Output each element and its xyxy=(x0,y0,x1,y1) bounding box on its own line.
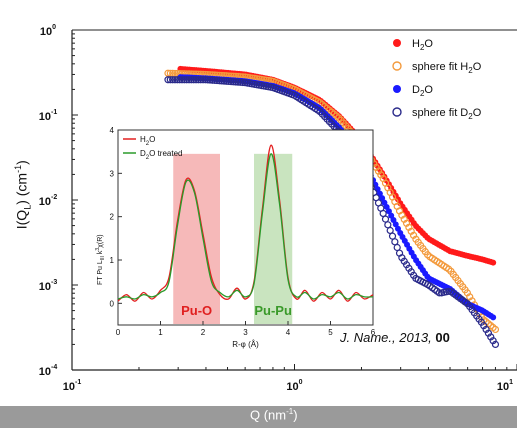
legend-marker xyxy=(392,107,402,117)
main-series-3 xyxy=(164,76,500,349)
legend-label: H2O xyxy=(412,38,433,52)
main-data-point xyxy=(176,76,184,84)
main-data-point xyxy=(220,77,228,85)
main-data-point xyxy=(379,195,386,202)
inset-x-tick-label: 6 xyxy=(371,328,376,337)
inset-y-tick-label: 3 xyxy=(110,169,115,178)
main-y-axis-label: I(QL) (cm-1) xyxy=(12,160,33,230)
inset-region-0 xyxy=(173,153,220,324)
inset-x-axis-label: R-φ (Å) xyxy=(232,340,259,349)
legend-marker xyxy=(392,61,402,71)
main-x-tick-label: 100 xyxy=(286,379,302,393)
main-data-point xyxy=(491,340,500,349)
inset-x-tick-label: 0 xyxy=(116,328,121,337)
main-data-point xyxy=(335,114,343,122)
main-data-point xyxy=(164,76,172,84)
legend-label: sphere fit H2O xyxy=(412,61,482,75)
inset-legend-label: D2O treated xyxy=(140,149,182,161)
inset-x-tick-label: 4 xyxy=(286,328,291,337)
main-data-point xyxy=(206,76,214,84)
inset-y-tick-label: 2 xyxy=(110,213,115,222)
bottom-caption-bar xyxy=(0,406,517,428)
main-data-point xyxy=(180,76,188,84)
main-data-point xyxy=(173,76,181,84)
main-data-point xyxy=(229,78,238,86)
inset-y-axis-label: FT Pu LIII k3χ(R) xyxy=(95,234,106,285)
main-y-tick-label: 10-4 xyxy=(39,364,58,378)
main-data-point xyxy=(169,76,177,84)
main-data-point xyxy=(232,78,240,86)
main-data-point xyxy=(236,78,245,86)
main-data-point xyxy=(208,76,217,84)
main-data-point xyxy=(490,259,497,266)
inset-series-0 xyxy=(117,144,374,302)
main-y-tick-label: 10-1 xyxy=(39,109,58,123)
inset-y-tick-label: 4 xyxy=(110,126,115,135)
main-data-point xyxy=(192,76,200,84)
main-data-point xyxy=(227,78,235,86)
main-data-point xyxy=(194,76,202,84)
legend-marker xyxy=(393,39,401,47)
main-data-point xyxy=(166,76,174,84)
legend-label: sphere fit D2O xyxy=(412,107,482,121)
legend-label: D2O xyxy=(412,84,433,98)
legend-marker xyxy=(393,85,401,93)
main-data-point xyxy=(199,76,207,84)
inset-x-tick-label: 3 xyxy=(243,328,248,337)
main-y-tick-label: 100 xyxy=(40,24,56,38)
main-data-point xyxy=(234,78,242,86)
main-x-tick-label: 101 xyxy=(497,379,513,393)
main-data-point xyxy=(211,76,219,84)
main-data-point xyxy=(187,76,195,84)
inset-y-tick-label: 0 xyxy=(110,299,115,308)
inset-y-tick-label: 1 xyxy=(110,256,115,265)
main-data-point xyxy=(178,76,186,84)
inset-series-1 xyxy=(117,153,374,300)
main-data-point xyxy=(225,77,233,86)
main-data-point xyxy=(239,78,247,87)
main-data-point xyxy=(374,167,383,175)
main-data-point xyxy=(491,325,500,334)
main-y-tick-label: 10-2 xyxy=(39,194,58,208)
inset-legend-label: H2O xyxy=(140,135,155,147)
main-data-point xyxy=(222,77,231,85)
inset-x-tick-label: 5 xyxy=(328,328,333,337)
main-data-point xyxy=(490,314,497,321)
main-data-point xyxy=(215,77,224,85)
main-data-point xyxy=(204,76,212,84)
inset-region-label: Pu-O xyxy=(181,303,212,318)
main-data-point xyxy=(171,76,179,84)
inset-region-1 xyxy=(254,153,293,324)
main-y-tick-label: 10-3 xyxy=(39,279,58,293)
main-data-point xyxy=(197,76,205,84)
main-x-tick-label: 10-1 xyxy=(63,379,82,393)
main-data-point xyxy=(190,76,198,84)
inset-x-tick-label: 2 xyxy=(201,328,206,337)
main-data-point xyxy=(213,76,221,85)
main-data-point xyxy=(185,76,193,84)
main-data-point xyxy=(201,76,210,84)
main-x-axis-label: Q (nm-1) xyxy=(250,407,298,423)
main-data-point xyxy=(183,76,191,84)
inset-x-tick-label: 1 xyxy=(158,328,163,337)
main-data-point xyxy=(435,289,443,297)
main-data-point xyxy=(218,77,226,85)
journal-citation: J. Name., 2013, 00 xyxy=(340,330,450,345)
inset-plot: Pu-O Pu-Pu 0 1 2 3 4 5 6 0 1 2 3 4 R-φ (Å) FT Pu LIII k… xyxy=(95,126,376,349)
inset-region-label: Pu-Pu xyxy=(254,303,292,318)
